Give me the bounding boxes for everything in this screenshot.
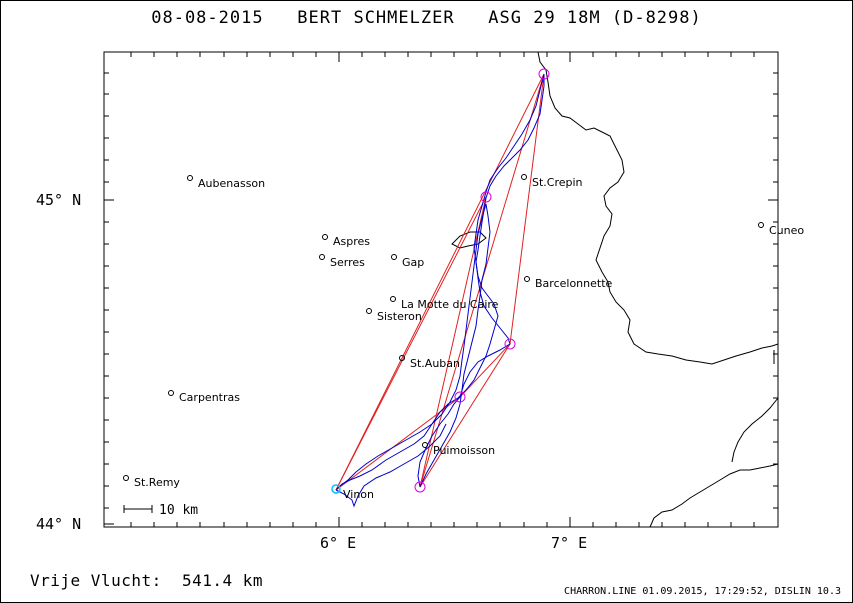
lon-label-6: 6° E — [320, 534, 356, 552]
marker-st-crepin — [521, 174, 527, 180]
marker-aspres — [322, 234, 328, 240]
marker-aubenasson — [187, 175, 193, 181]
coastline — [649, 463, 779, 528]
turnpoint-3 — [504, 338, 516, 350]
place-label: Serres — [330, 256, 365, 269]
place-label: St.Remy — [134, 476, 180, 489]
flight-track — [335, 73, 545, 508]
lat-label-44: 44° N — [36, 515, 81, 533]
place-label: Cuneo — [769, 224, 804, 237]
place-label: Aubenasson — [198, 177, 265, 190]
marker-barcelonnette — [524, 276, 530, 282]
country-border — [537, 51, 779, 365]
marker-gap — [391, 254, 397, 260]
marker-serres — [319, 254, 325, 260]
border-east — [731, 397, 779, 463]
turnpoint-south — [414, 481, 426, 493]
place-label: Gap — [402, 256, 424, 269]
lat-label-45: 45° N — [36, 191, 81, 209]
right-ticks — [768, 72, 778, 509]
bottom-ticks — [130, 517, 755, 527]
marker-st-remy — [123, 475, 129, 481]
turnpoints — [414, 68, 550, 493]
lake-serre-poncon — [451, 231, 487, 249]
scale-bar-label: 10 km — [159, 503, 198, 518]
marker-sisteron — [366, 308, 372, 314]
marker-la-motte — [390, 296, 396, 302]
lon-label-7: 7° E — [551, 534, 587, 552]
distance-label: Vrije Vlucht: 541.4 km — [30, 571, 264, 590]
place-label: Puimoisson — [433, 444, 495, 457]
file-meta: CHARRON.LINE 01.09.2015, 17:29:52, DISLI… — [564, 586, 841, 597]
map-area — [103, 51, 779, 528]
start-point — [331, 484, 341, 494]
place-label: Vinon — [343, 488, 374, 501]
marker-cuneo — [758, 222, 764, 228]
task-lines — [335, 73, 545, 491]
place-label: Carpentras — [179, 391, 240, 404]
turnpoint-north — [538, 68, 550, 80]
marker-carpentras — [168, 390, 174, 396]
map-title: 08-08-2015 BERT SCHMELZER ASG 29 18M (D-… — [151, 8, 702, 28]
place-label: La Motte du Caire — [401, 298, 499, 311]
place-label: St.Auban — [410, 357, 460, 370]
turnpoint-2 — [480, 191, 492, 203]
left-ticks — [104, 72, 114, 525]
turnpoint-4 — [454, 391, 466, 403]
place-label: St.Crepin — [532, 176, 583, 189]
marker-st-auban — [399, 355, 405, 361]
place-label: Barcelonnette — [535, 277, 613, 290]
marker-puimoisson — [422, 442, 428, 448]
place-label: Sisteron — [377, 310, 422, 323]
top-ticks — [130, 52, 755, 62]
place-markers — [123, 174, 764, 481]
place-label: Aspres — [333, 235, 370, 248]
scale-bar — [123, 505, 153, 513]
